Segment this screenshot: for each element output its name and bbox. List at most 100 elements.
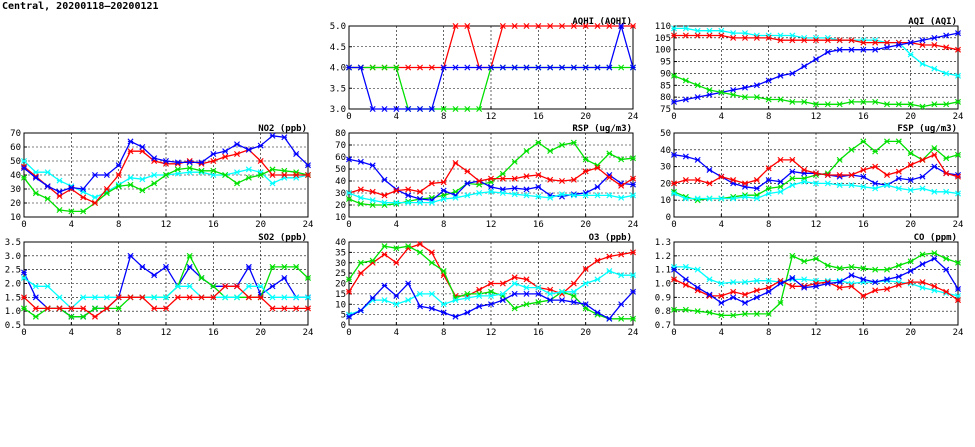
data-point (198, 274, 205, 281)
data-point (570, 64, 577, 71)
data-point (671, 32, 677, 39)
data-point (32, 190, 39, 197)
data-point (151, 272, 158, 279)
data-point (630, 64, 636, 71)
data-point (234, 180, 240, 187)
data-point (547, 290, 554, 297)
data-point (907, 39, 914, 46)
data-point (753, 94, 760, 101)
data-point (464, 168, 471, 175)
data-point (511, 185, 518, 192)
data-point (943, 155, 950, 162)
x-tick-label: 20 (580, 328, 591, 338)
y-tick-label: 35 (335, 248, 346, 258)
data-point (535, 23, 542, 29)
data-point (234, 151, 240, 157)
series-cyan (346, 188, 636, 206)
y-tick-label: 15 (335, 290, 346, 300)
data-point (919, 251, 926, 258)
data-point (919, 41, 926, 48)
data-point (884, 276, 890, 283)
data-point (630, 288, 636, 295)
data-point (369, 162, 376, 169)
data-point (21, 305, 27, 312)
x-tick-label: 4 (69, 220, 74, 230)
series-blue (346, 23, 636, 112)
data-point (80, 313, 87, 320)
data-point (68, 208, 75, 215)
y-tick-label: 5.0 (330, 22, 346, 32)
data-point (381, 64, 388, 71)
data-point (56, 188, 63, 195)
data-point (630, 192, 636, 199)
data-point (895, 273, 902, 280)
data-point (139, 187, 146, 194)
data-point (535, 299, 542, 306)
data-point (955, 286, 961, 293)
data-point (955, 30, 961, 37)
data-point (682, 96, 689, 103)
data-point (103, 294, 110, 301)
data-point (606, 253, 613, 260)
data-point (718, 299, 725, 306)
data-point (559, 288, 565, 295)
data-point (92, 313, 98, 320)
data-point (789, 32, 796, 39)
data-point (103, 305, 110, 312)
data-point (671, 98, 677, 105)
data-point (44, 305, 51, 312)
data-point (523, 23, 530, 29)
data-point (305, 305, 311, 312)
data-point (706, 309, 713, 316)
y-tick-label: 80 (335, 129, 346, 139)
data-point (618, 251, 625, 258)
data-point (671, 72, 677, 79)
data-point (281, 172, 288, 178)
data-point (452, 297, 459, 304)
data-point (848, 46, 855, 53)
data-point (742, 279, 748, 286)
x-tick-label: 16 (533, 328, 544, 338)
data-point (872, 279, 879, 286)
data-point (32, 294, 39, 301)
x-tick-label: 4 (394, 220, 399, 230)
y-tick-label: 95 (660, 58, 671, 68)
data-point (234, 169, 240, 176)
y-tick-label: 80 (660, 93, 671, 103)
y-tick-label: 0.5 (5, 321, 21, 331)
data-point (884, 39, 890, 46)
x-tick-label: 16 (208, 328, 219, 338)
data-point (452, 64, 459, 71)
x-tick-label: 24 (303, 220, 314, 230)
data-point (777, 299, 784, 306)
data-point (742, 291, 748, 298)
data-point (582, 192, 589, 199)
x-tick-label: 0 (346, 328, 351, 338)
data-point (931, 151, 938, 158)
data-point (346, 276, 352, 283)
data-point (405, 280, 412, 287)
data-point (884, 101, 890, 108)
data-point (907, 279, 914, 286)
data-point (293, 305, 300, 312)
data-point (801, 98, 808, 105)
data-point (943, 288, 950, 295)
data-point (257, 283, 264, 290)
data-point (44, 183, 51, 190)
data-point (535, 284, 542, 291)
data-point (682, 153, 689, 160)
data-point (931, 34, 938, 41)
data-point (405, 192, 412, 199)
data-point (357, 307, 364, 314)
data-point (488, 301, 494, 308)
data-point (269, 180, 276, 187)
data-point (860, 173, 867, 180)
data-point (943, 266, 950, 273)
data-point (765, 310, 772, 317)
data-point (671, 190, 677, 197)
data-point (163, 263, 169, 270)
data-point (92, 305, 98, 312)
x-tick-label: 12 (486, 112, 497, 122)
data-point (618, 23, 625, 29)
data-point (381, 282, 388, 289)
